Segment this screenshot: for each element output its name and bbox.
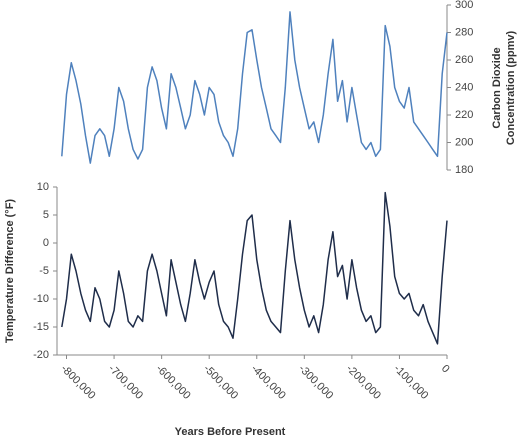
x-tick-label: -800,000 [58, 363, 97, 402]
y-tick-label: 260 [455, 54, 473, 66]
y-tick-label: 180 [455, 164, 473, 176]
y-tick-label: 10 [37, 181, 49, 193]
x-tick-label: 0 [439, 363, 452, 376]
y-tick-label: 5 [43, 209, 49, 221]
x-tick-label: -400,000 [249, 363, 288, 402]
x-tick-label: -700,000 [106, 363, 145, 402]
data-line [61, 11, 448, 164]
y-tick-label: -10 [33, 293, 49, 305]
x-tick-label: -600,000 [153, 363, 192, 402]
x-tick-label: -200,000 [344, 363, 383, 402]
x-axis-label: Years Before Present [175, 426, 286, 438]
y-tick-label: 300 [455, 0, 473, 11]
y-tick-label: -20 [33, 349, 49, 361]
y-axis-label: Carbon Dioxide [491, 47, 503, 128]
y-tick-label: -15 [33, 321, 49, 333]
x-tick-label: -300,000 [296, 363, 335, 402]
y-tick-label: -5 [39, 265, 49, 277]
y-tick-label: 280 [455, 26, 473, 38]
y-tick-label: 240 [455, 81, 473, 93]
data-line [61, 191, 448, 345]
x-tick-label: -100,000 [391, 363, 430, 402]
y-tick-label: 200 [455, 136, 473, 148]
y-axis-label: Concentration (ppmv) [505, 31, 517, 146]
y-tick-label: 220 [455, 109, 473, 121]
y-axis-label: Temperature Difference (°F) [4, 199, 16, 344]
y-tick-label: 0 [43, 237, 49, 249]
x-tick-label: -500,000 [201, 363, 240, 402]
